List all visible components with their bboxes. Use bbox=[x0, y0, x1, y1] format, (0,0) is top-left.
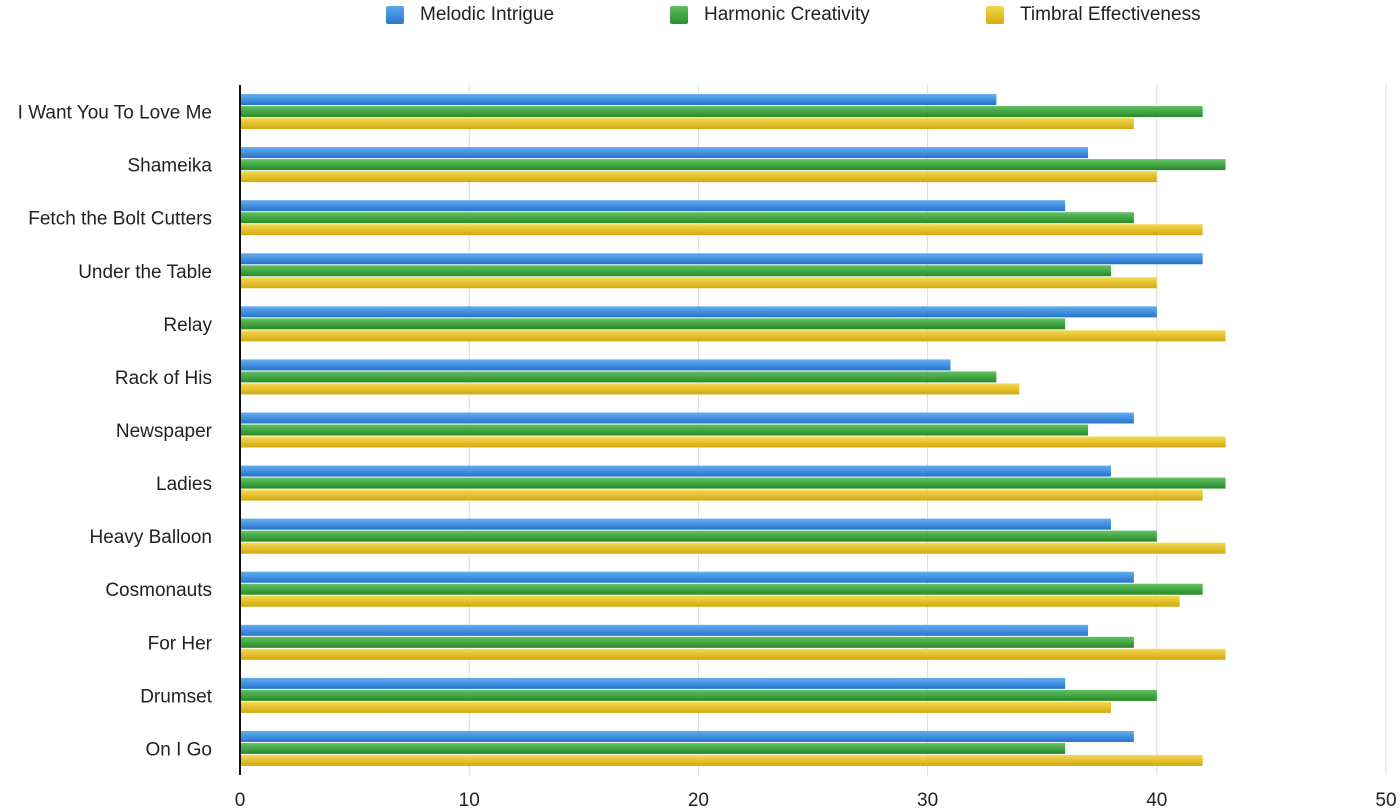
bar-under-the-table-series-1 bbox=[240, 265, 1111, 277]
bar-heavy-balloon-series-0 bbox=[240, 518, 1111, 530]
category-label-rack-of-his: Rack of His bbox=[115, 368, 212, 389]
category-label-heavy-balloon: Heavy Balloon bbox=[89, 527, 212, 548]
category-label-shameika: Shameika bbox=[128, 156, 213, 177]
bar-shameika-series-0 bbox=[240, 147, 1089, 159]
bar-ladies-series-0 bbox=[240, 465, 1111, 477]
bar-fetch-the-bolt-cutters-series-2 bbox=[240, 224, 1203, 236]
bar-i-want-you-to-love-me-series-2 bbox=[240, 118, 1134, 130]
x-axis-ticks: 0 10 20 30 40 50 bbox=[235, 790, 1397, 811]
bar-cosmonauts-series-1 bbox=[240, 583, 1203, 595]
chart-legend: Melodic Intrigue Harmonic Creativity Tim… bbox=[0, 0, 1400, 30]
bar-under-the-table-series-0 bbox=[240, 253, 1203, 265]
bar-newspaper-series-1 bbox=[240, 424, 1089, 436]
x-tick-label-0: 0 bbox=[235, 790, 246, 811]
category-label-fetch-the-bolt-cutters: Fetch the Bolt Cutters bbox=[28, 209, 212, 230]
bar-cosmonauts-series-0 bbox=[240, 571, 1134, 583]
category-label-under-the-table: Under the Table bbox=[78, 262, 212, 283]
category-label-cosmonauts: Cosmonauts bbox=[105, 580, 212, 601]
x-tick-label-20: 20 bbox=[688, 790, 709, 811]
x-tick-label-30: 30 bbox=[917, 790, 938, 811]
legend-swatch-melodic-intrigue bbox=[386, 6, 404, 24]
bar-for-her-series-2 bbox=[240, 648, 1226, 660]
x-tick-label-50: 50 bbox=[1375, 790, 1396, 811]
category-label-relay: Relay bbox=[163, 315, 212, 336]
category-label-on-i-go: On I Go bbox=[145, 739, 212, 760]
bar-on-i-go-series-0 bbox=[240, 730, 1134, 742]
bar-shameika-series-1 bbox=[240, 159, 1226, 171]
legend-label-harmonic-creativity: Harmonic Creativity bbox=[704, 4, 870, 25]
bar-under-the-table-series-2 bbox=[240, 277, 1157, 289]
bar-drumset-series-1 bbox=[240, 689, 1157, 701]
bar-heavy-balloon-series-2 bbox=[240, 542, 1226, 554]
bar-rack-of-his-series-2 bbox=[240, 383, 1020, 395]
bar-ladies-series-2 bbox=[240, 489, 1203, 501]
bar-on-i-go-series-2 bbox=[240, 754, 1203, 766]
bar-newspaper-series-0 bbox=[240, 412, 1134, 424]
legend-item-timbral-effectiveness: Timbral Effectiveness bbox=[986, 4, 1201, 26]
bar-cosmonauts-series-2 bbox=[240, 595, 1180, 607]
bar-on-i-go-series-1 bbox=[240, 742, 1066, 754]
bars bbox=[240, 94, 1226, 766]
legend-item-melodic-intrigue: Melodic Intrigue bbox=[386, 4, 554, 26]
bar-rack-of-his-series-1 bbox=[240, 371, 997, 383]
bar-relay-series-1 bbox=[240, 318, 1066, 330]
bar-drumset-series-2 bbox=[240, 701, 1111, 713]
bar-shameika-series-2 bbox=[240, 171, 1157, 183]
category-label-for-her: For Her bbox=[148, 633, 213, 654]
bar-for-her-series-1 bbox=[240, 636, 1134, 648]
bar-newspaper-series-2 bbox=[240, 436, 1226, 448]
legend-label-melodic-intrigue: Melodic Intrigue bbox=[420, 4, 555, 25]
category-labels: I Want You To Love Me Shameika Fetch the B… bbox=[18, 103, 213, 761]
x-tick-label-10: 10 bbox=[459, 790, 480, 811]
bar-i-want-you-to-love-me-series-1 bbox=[240, 106, 1203, 118]
bar-drumset-series-0 bbox=[240, 677, 1066, 689]
bar-i-want-you-to-love-me-series-0 bbox=[240, 94, 997, 106]
category-label-newspaper: Newspaper bbox=[116, 421, 213, 442]
bar-for-her-series-0 bbox=[240, 624, 1089, 636]
bar-rack-of-his-series-0 bbox=[240, 359, 951, 371]
bar-heavy-balloon-series-1 bbox=[240, 530, 1157, 542]
bar-relay-series-2 bbox=[240, 330, 1226, 342]
bar-ladies-series-1 bbox=[240, 477, 1226, 489]
legend-swatch-timbral-effectiveness bbox=[986, 6, 1004, 24]
x-tick-label-40: 40 bbox=[1146, 790, 1167, 811]
bar-relay-series-0 bbox=[240, 306, 1157, 318]
category-label-i-want-you-to-love-me: I Want You To Love Me bbox=[18, 103, 212, 124]
legend-label-timbral-effectiveness: Timbral Effectiveness bbox=[1020, 4, 1201, 25]
category-label-ladies: Ladies bbox=[156, 474, 212, 495]
bar-fetch-the-bolt-cutters-series-1 bbox=[240, 212, 1134, 224]
bar-fetch-the-bolt-cutters-series-0 bbox=[240, 200, 1066, 212]
legend-swatch-harmonic-creativity bbox=[670, 6, 688, 24]
legend-item-harmonic-creativity: Harmonic Creativity bbox=[670, 4, 870, 26]
category-label-drumset: Drumset bbox=[140, 686, 213, 707]
